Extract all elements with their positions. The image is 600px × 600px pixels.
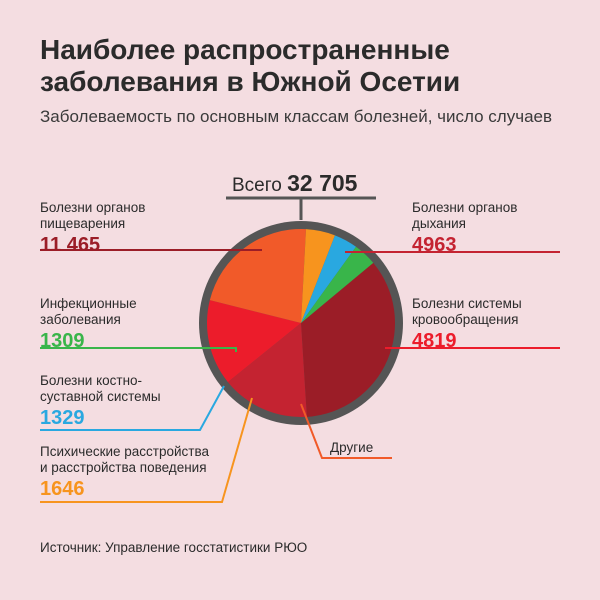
leader-line-other bbox=[300, 403, 392, 459]
pie-slice-3 bbox=[209, 228, 307, 323]
total-value: 32 705 bbox=[287, 170, 358, 196]
pie-slice-4 bbox=[301, 229, 335, 323]
label-musculoskeletal-name: Болезни костно- суставной системы bbox=[40, 373, 161, 404]
label-mental-value: 1646 bbox=[40, 478, 85, 500]
leader-line-mental bbox=[40, 397, 253, 503]
label-respiratory-name: Болезни органов дыхания bbox=[412, 200, 518, 231]
chart-title: Наиболее распространенные заболевания в … bbox=[40, 34, 461, 97]
pie-slices bbox=[207, 228, 396, 418]
label-digestive: Болезни органов пищеварения 11 465 bbox=[40, 200, 145, 256]
label-digestive-name: Болезни органов пищеварения bbox=[40, 200, 146, 231]
label-musculoskeletal: Болезни костно- суставной системы 1329 bbox=[40, 373, 161, 429]
pie-slice-6 bbox=[301, 246, 374, 323]
label-infectious: Инфекционные заболевания 1309 bbox=[40, 296, 137, 352]
label-circulatory-value: 4819 bbox=[412, 330, 457, 352]
label-musculoskeletal-value: 1329 bbox=[40, 407, 85, 429]
source-note: Источник: Управление госстатистики РЮО bbox=[40, 540, 308, 555]
label-respiratory: Болезни органов дыхания 4963 bbox=[412, 200, 517, 256]
total-label: Всего bbox=[232, 175, 282, 196]
pie-slice-2 bbox=[207, 300, 301, 383]
pie-slice-0 bbox=[301, 262, 396, 417]
label-circulatory: Болезни системы кровообращения 4819 bbox=[412, 296, 522, 352]
total-count: Всего 32 705 bbox=[232, 170, 357, 197]
label-infectious-value: 1309 bbox=[40, 330, 85, 352]
label-mental: Психические расстройства и расстройства … bbox=[40, 444, 209, 500]
chart-subtitle: Заболеваемость по основным классам болез… bbox=[40, 107, 553, 126]
leader-line-infectious bbox=[40, 347, 237, 352]
label-digestive-value: 11 465 bbox=[40, 234, 101, 256]
label-circulatory-name: Болезни системы кровообращения bbox=[412, 296, 522, 327]
label-respiratory-value: 4963 bbox=[412, 234, 457, 256]
label-infectious-name: Инфекционные заболевания bbox=[40, 296, 137, 327]
pie-slice-5 bbox=[301, 235, 356, 323]
label-mental-name: Психические расстройства и расстройства … bbox=[40, 444, 210, 475]
leader-line-musculoskeletal bbox=[40, 385, 225, 431]
label-other-name: Другие bbox=[330, 440, 374, 455]
pie-slice-1 bbox=[227, 323, 307, 418]
label-other: Другие bbox=[330, 440, 373, 456]
